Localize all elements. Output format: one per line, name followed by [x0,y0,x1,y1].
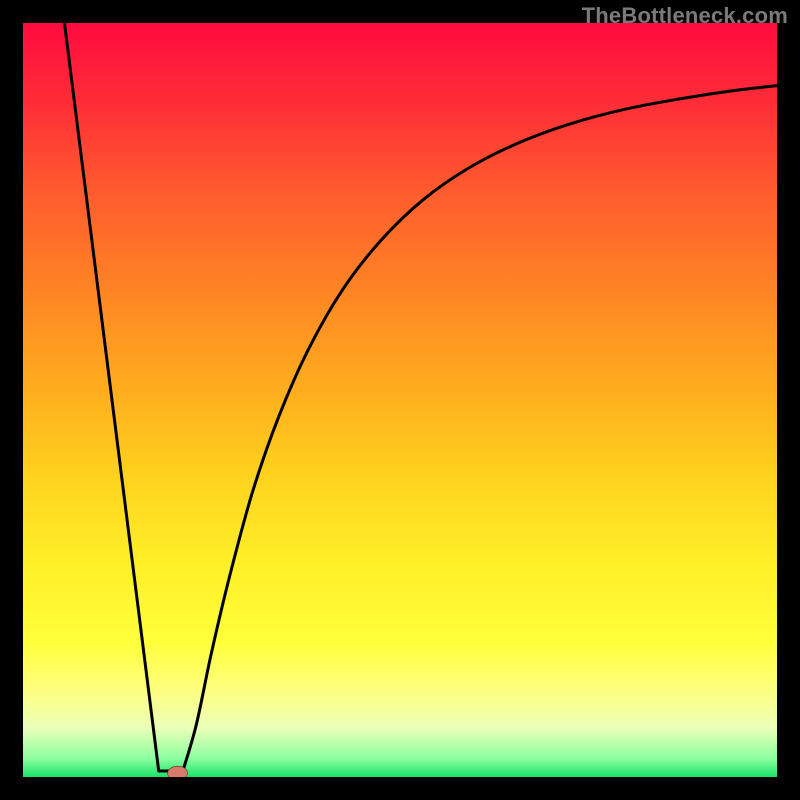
watermark-text: TheBottleneck.com [582,3,788,29]
plot-svg [23,23,777,777]
plot-background [23,23,777,777]
chart-container: TheBottleneck.com [0,0,800,800]
plot-area [23,23,777,777]
